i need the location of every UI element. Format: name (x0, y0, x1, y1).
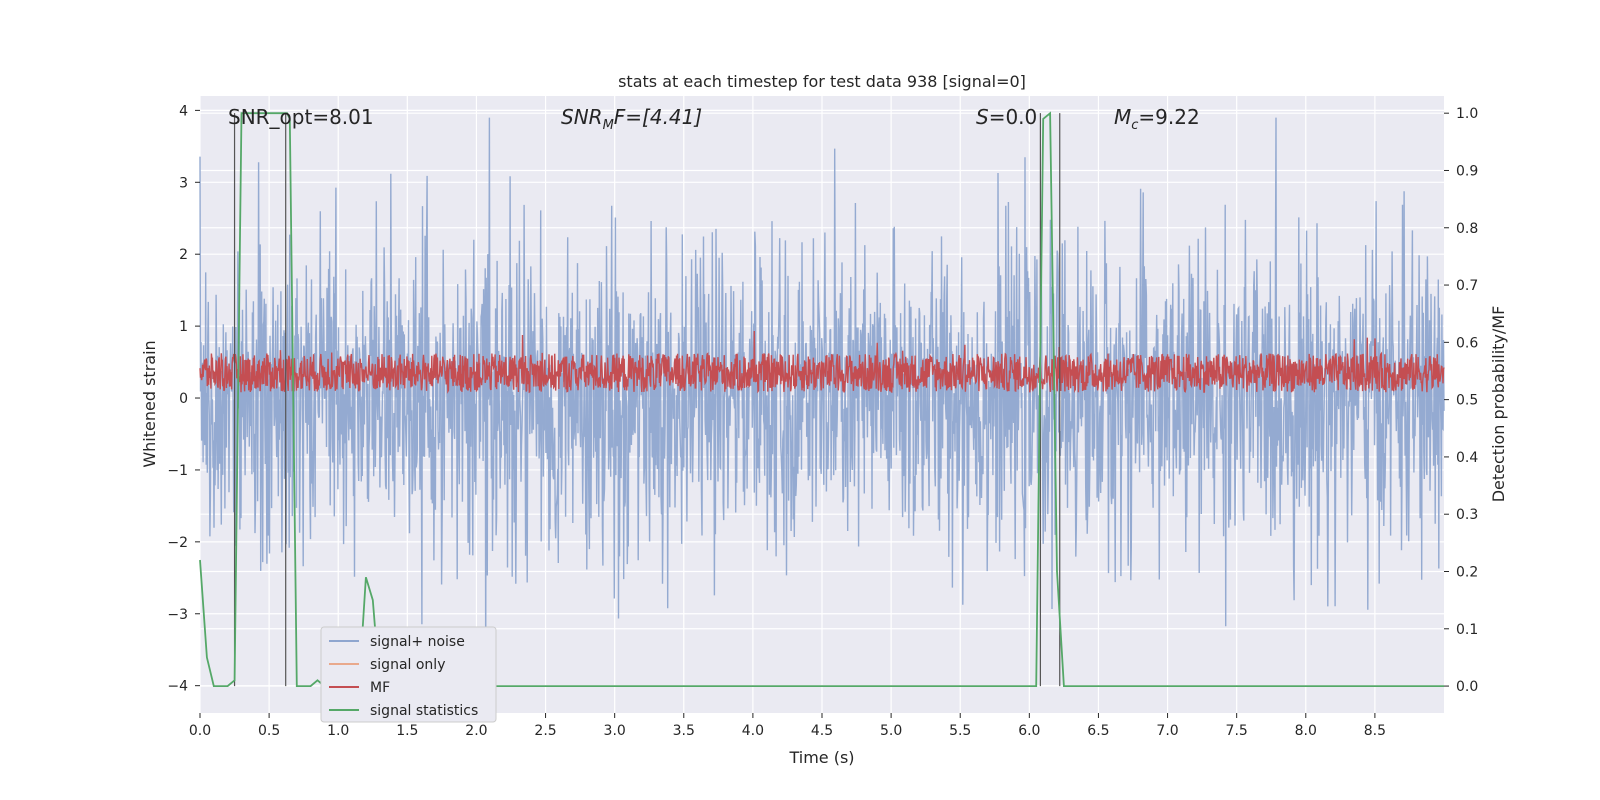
y-right-tick-label: 0.4 (1456, 450, 1478, 466)
annotation-snr-opt: SNR_opt=8.01 (228, 105, 374, 129)
legend: signal+ noise signal only MF signal statist… (320, 626, 497, 723)
x-tick-label: 4.0 (742, 723, 764, 739)
y-axis-label: Whitened strain (140, 340, 159, 467)
x-ticks: 0.0 0.5 1.0 1.5 2.0 2.5 3.0 3.5 4.0 4.5 5.0 5.5 6.0 6… (189, 713, 1386, 739)
y-tick-label: 0 (179, 391, 188, 407)
x-tick-label: 0.0 (189, 723, 211, 739)
x-tick-label: 6.5 (1087, 723, 1109, 739)
y-right-tick-label: 0.2 (1456, 564, 1478, 580)
y-ticks: 4 3 2 1 0 −1 −2 −3 −4 (167, 103, 200, 695)
x-tick-label: 8.0 (1295, 723, 1317, 739)
x-tick-label: 1.0 (327, 723, 349, 739)
series-mf (199, 330, 1445, 394)
y-right-tick-label: 1.0 (1456, 106, 1478, 122)
x-tick-label: 0.5 (258, 723, 280, 739)
legend-label: signal statistics (370, 703, 478, 719)
y-right-tick-label: 0.9 (1456, 163, 1478, 179)
x-tick-label: 5.0 (880, 723, 902, 739)
y-tick-label: 4 (179, 103, 188, 119)
y-axis-label-right: Detection probability/MF (1489, 306, 1508, 503)
y-right-tick-label: 0.8 (1456, 221, 1478, 237)
x-tick-label: 7.5 (1226, 723, 1248, 739)
legend-label: MF (370, 680, 390, 696)
y-tick-label: 3 (179, 175, 188, 191)
annotation-mc: Mc=9.22 (1114, 105, 1200, 133)
line-mf (199, 330, 1445, 394)
x-tick-label: 2.0 (465, 723, 487, 739)
x-tick-label: 5.5 (949, 723, 971, 739)
y-tick-label: −3 (167, 607, 188, 623)
x-tick-label: 2.5 (534, 723, 556, 739)
y-tick-label: −4 (167, 679, 188, 695)
y-right-tick-label: 0.7 (1456, 278, 1478, 294)
x-tick-label: 3.5 (673, 723, 695, 739)
y-right-tick-label: 0.1 (1456, 622, 1478, 638)
legend-label: signal only (370, 657, 445, 673)
x-tick-label: 7.0 (1156, 723, 1178, 739)
x-axis-label: Time (s) (788, 748, 854, 767)
y-tick-label: 1 (179, 319, 188, 335)
annotation-snr-mf: SNRMF=[4.41] (561, 105, 702, 133)
y-right-tick-label: 0.3 (1456, 507, 1478, 523)
y-ticks-right: 1.0 0.9 0.8 0.7 0.6 0.5 0.4 0.3 0.2 0.1 0.0 (1444, 106, 1478, 695)
legend-label: signal+ noise (370, 634, 465, 650)
y-right-tick-label: 0.5 (1456, 393, 1478, 409)
x-tick-label: 6.0 (1018, 723, 1040, 739)
x-tick-label: 1.5 (396, 723, 418, 739)
y-right-tick-label: 0.0 (1456, 679, 1478, 695)
chart-title: stats at each timestep for test data 938… (618, 72, 1026, 91)
annotation-s: S=0.0 (976, 105, 1037, 129)
y-tick-label: 2 (179, 247, 188, 263)
x-tick-label: 8.5 (1364, 723, 1386, 739)
y-right-tick-label: 0.6 (1456, 335, 1478, 351)
x-tick-label: 4.5 (811, 723, 833, 739)
y-tick-label: −1 (167, 463, 188, 479)
y-tick-label: −2 (167, 535, 188, 551)
x-tick-label: 3.0 (604, 723, 626, 739)
